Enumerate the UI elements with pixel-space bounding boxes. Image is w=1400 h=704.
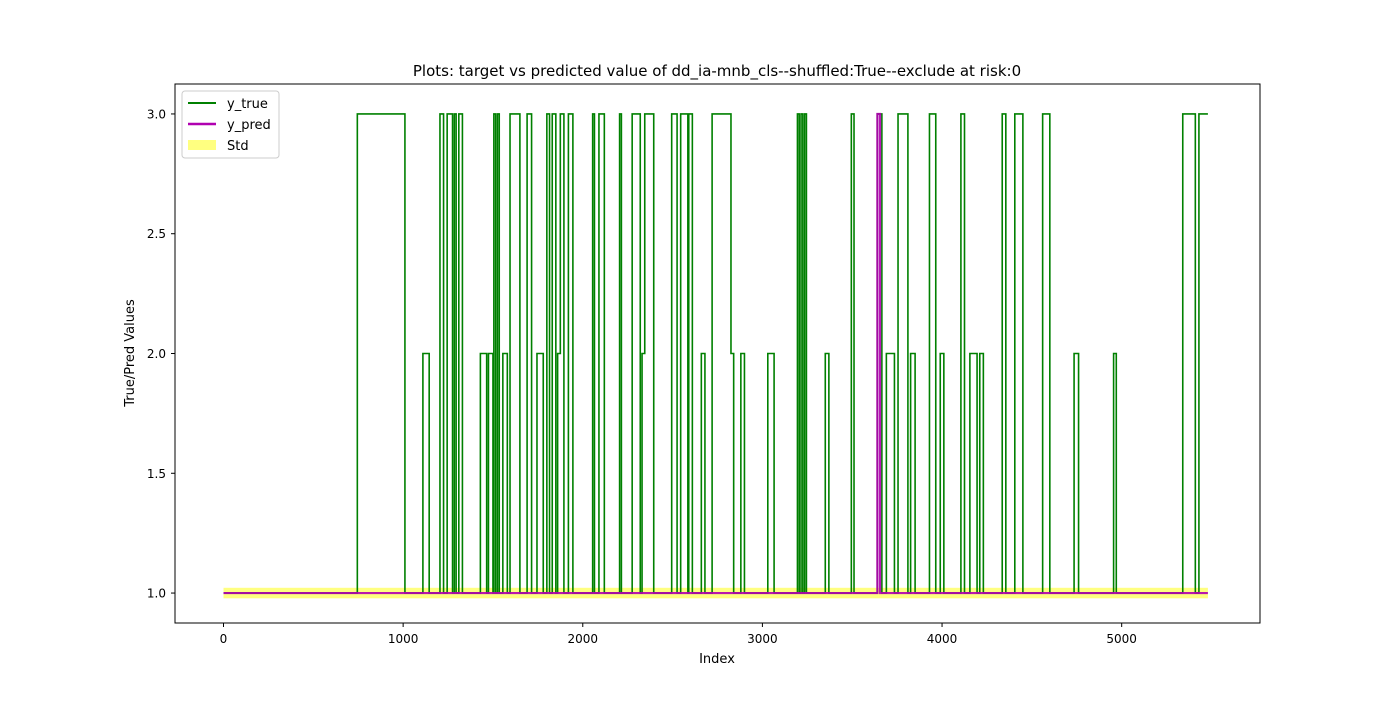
x-tick-label: 5000 xyxy=(1106,632,1137,646)
plot-area xyxy=(223,112,1208,599)
x-tick-label: 1000 xyxy=(388,632,419,646)
y-tick-label: 3.0 xyxy=(147,107,166,121)
legend-swatch-std xyxy=(188,140,216,150)
legend-label-y-true: y_true xyxy=(227,97,268,112)
series-line-y-pred xyxy=(223,112,1208,595)
x-axis-label: Index xyxy=(699,652,735,667)
y-axis-label: True/Pred Values xyxy=(123,299,138,408)
x-tick-label: 2000 xyxy=(567,632,598,646)
y-tick-label: 1.0 xyxy=(147,587,166,601)
y-tick-label: 2.5 xyxy=(147,227,166,241)
x-tick-label: 0 xyxy=(220,632,228,646)
y-tick-label: 2.0 xyxy=(147,347,166,361)
y-tick-label: 1.5 xyxy=(147,467,166,481)
legend-label-std: Std xyxy=(227,139,249,154)
chart-title: Plots: target vs predicted value of dd_i… xyxy=(413,62,1021,81)
legend-label-y-pred: y_pred xyxy=(227,118,271,133)
x-tick-label: 3000 xyxy=(747,632,778,646)
x-axis-ticks: 0 1000 2000 3000 4000 5000 xyxy=(220,623,1137,646)
y-axis-ticks: 1.0 1.5 2.0 2.5 3.0 xyxy=(147,107,175,601)
x-tick-label: 4000 xyxy=(927,632,958,646)
legend: y_true y_pred Std xyxy=(181,90,280,159)
